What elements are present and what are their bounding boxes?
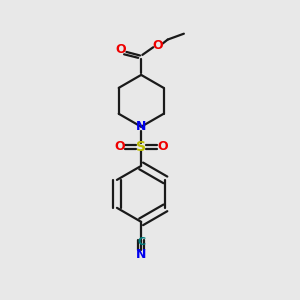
Text: N: N bbox=[136, 248, 146, 261]
Text: O: O bbox=[157, 140, 168, 153]
Text: O: O bbox=[115, 140, 125, 153]
Text: O: O bbox=[152, 39, 163, 52]
Text: N: N bbox=[136, 120, 146, 133]
Text: C: C bbox=[137, 237, 145, 247]
Text: S: S bbox=[136, 140, 146, 154]
Text: O: O bbox=[116, 43, 127, 56]
